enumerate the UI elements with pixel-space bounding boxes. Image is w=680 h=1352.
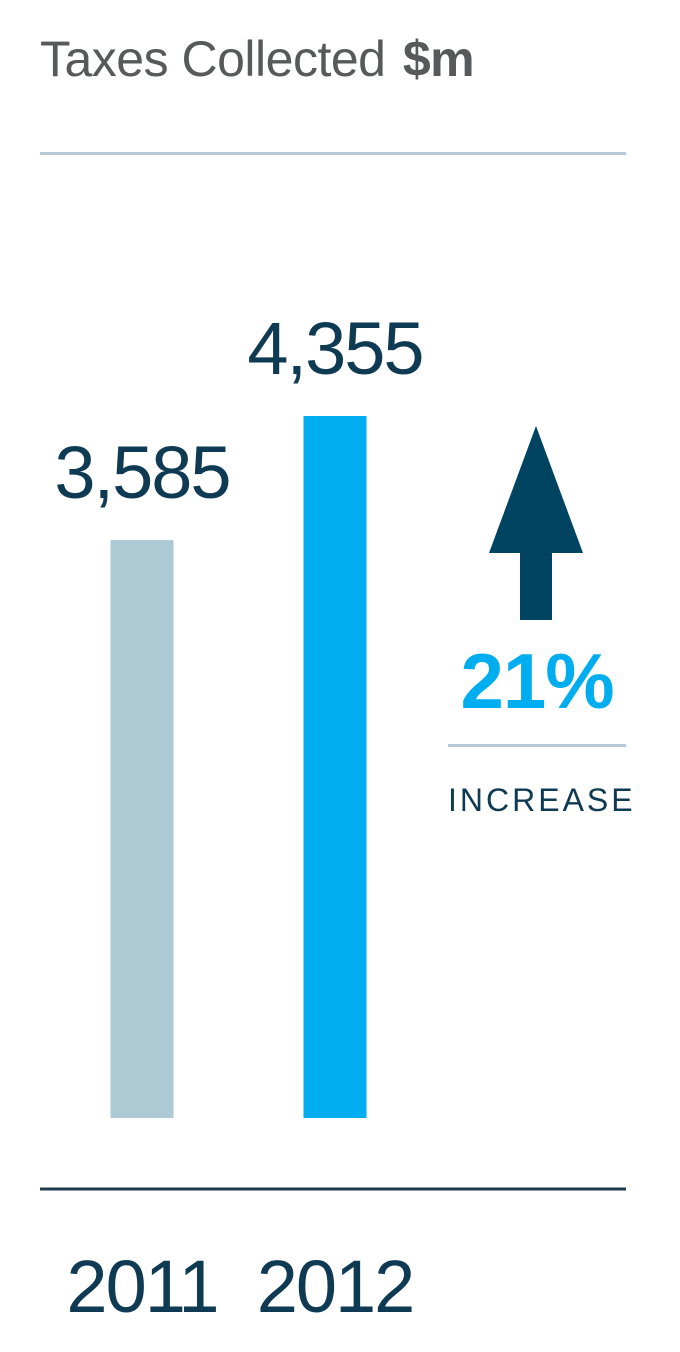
title-divider	[40, 152, 626, 155]
arrow-shaft	[520, 550, 552, 620]
x-tick-label-2011: 2011	[66, 1245, 217, 1328]
bar-value-label-2012: 4,355	[247, 307, 422, 390]
bar-2012	[303, 416, 367, 1118]
chart-title-text: Taxes Collected	[40, 31, 386, 87]
percent-divider	[448, 744, 626, 747]
increase-caption: INCREASE	[448, 782, 636, 818]
chart-title-unit: $m	[402, 31, 475, 87]
bar-2011	[110, 540, 174, 1118]
chart-title: Taxes Collected $m	[40, 30, 475, 88]
up-arrow-icon	[489, 426, 583, 620]
increase-percent: 21%	[460, 637, 614, 725]
arrow-head	[489, 426, 583, 553]
bar-value-label-2011: 3,585	[54, 431, 229, 514]
x-tick-label-2012: 2012	[257, 1245, 414, 1328]
